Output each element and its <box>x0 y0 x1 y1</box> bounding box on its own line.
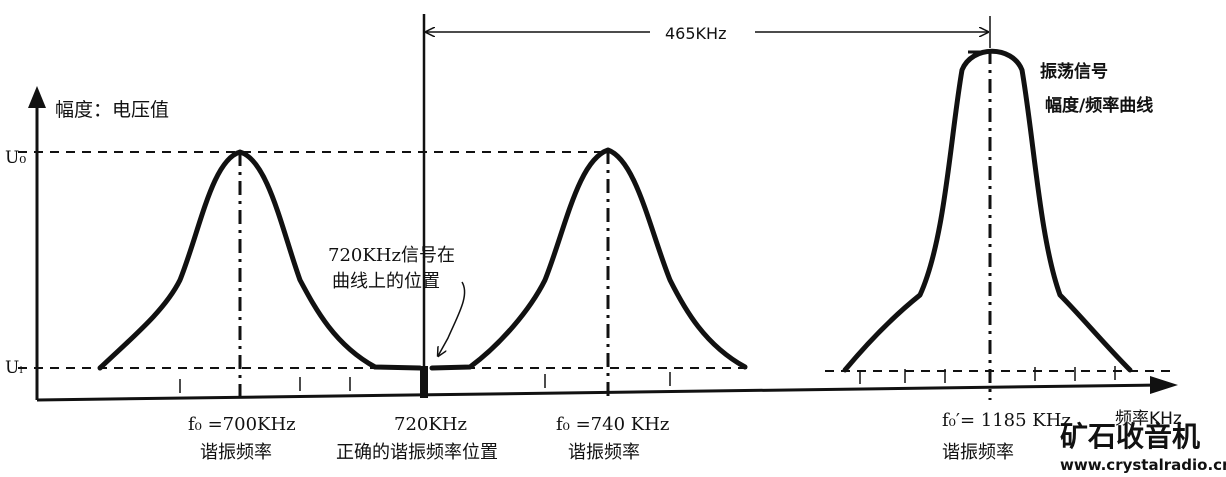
caption-740: 谐振频率 <box>568 442 640 463</box>
x-axis <box>36 383 1161 402</box>
annotation-line1: 720KHz信号在 <box>328 245 455 266</box>
annotation-line2: 曲线上的位置 <box>332 271 440 292</box>
ui-label: Uᵢ <box>5 358 23 378</box>
y-axis-label: 幅度：电压值 <box>55 99 169 121</box>
caption-1185: 谐振频率 <box>942 442 1014 463</box>
x-axis-arrow <box>1150 376 1178 394</box>
oscillator-label-line1: 振荡信号 <box>1040 61 1108 82</box>
freq-label-700: f₀ =700KHz <box>188 414 296 435</box>
oscillator-curve <box>842 48 1133 373</box>
freq-label-740: f₀ =740 KHz <box>556 414 669 435</box>
marker-720 <box>420 366 428 398</box>
y-axis-arrow <box>28 86 46 108</box>
freq-label-1185: f₀′= 1185 KHz <box>942 410 1071 431</box>
x-axis-ticks <box>179 366 1116 393</box>
x-axis-label: 频率KHz <box>1115 409 1182 429</box>
freq-label-720: 720KHz <box>394 414 467 435</box>
resonance-curve-740 <box>429 147 748 371</box>
watermark-title: 矿石收音机 <box>1060 420 1200 453</box>
annotation-pointer <box>438 281 466 356</box>
span-label: 465KHz <box>665 24 726 43</box>
caption-720: 正确的谐振频率位置 <box>336 442 498 463</box>
watermark-url: www.crystalradio.cn <box>1060 456 1226 474</box>
oscillator-label-line2: 幅度/频率曲线 <box>1045 95 1153 116</box>
caption-700: 谐振频率 <box>200 442 272 463</box>
